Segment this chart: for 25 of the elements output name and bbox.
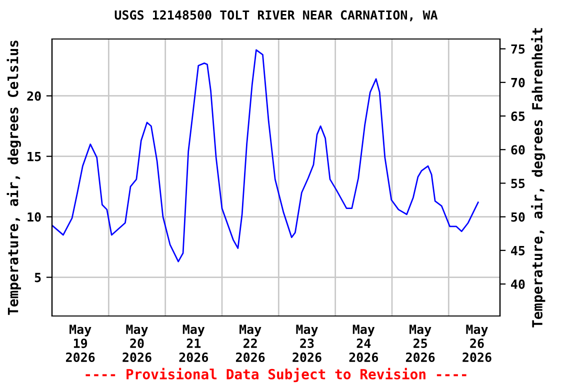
y2-tick-label: 65 [511, 111, 525, 121]
x-tick-label: May 19 2026 [66, 324, 95, 362]
y2-tick-label: 60 [511, 145, 525, 155]
y-tick-label: 5 [34, 272, 41, 282]
y2-tick-label: 55 [511, 178, 525, 188]
chart-title: USGS 12148500 TOLT RIVER NEAR CARNATION, WA [114, 10, 438, 22]
y2-tick-label: 50 [511, 212, 525, 222]
x-tick-label: May 24 2026 [349, 324, 378, 362]
text: ---- Provisional Data Subject to Revision ---- [86, 368, 466, 382]
x-tick-label: May 26 2026 [462, 324, 492, 362]
line-series [52, 49, 479, 262]
y2-tick-label: 45 [511, 246, 525, 256]
y2-axis-title: Temperature, air, degrees Fahrenheit [531, 28, 546, 328]
y2-tick-label: 70 [511, 78, 525, 88]
y-tick-label: 10 [28, 212, 41, 222]
x-tick-label: May 23 2026 [292, 324, 322, 362]
y2-tick-label: 75 [511, 44, 525, 54]
x-tick-label: May 20 2026 [122, 324, 152, 362]
y-tick-label: 20 [27, 91, 41, 101]
y2-tick-label: 40 [511, 279, 525, 289]
x-tick-label: May 22 2026 [236, 324, 265, 362]
y-tick-label: 15 [28, 152, 41, 162]
x-tick-label: May 21 2026 [179, 324, 208, 362]
y-axis-title: Temperature, air, degrees Celsius [6, 40, 21, 315]
x-tick-label: May 25 2026 [406, 324, 435, 362]
